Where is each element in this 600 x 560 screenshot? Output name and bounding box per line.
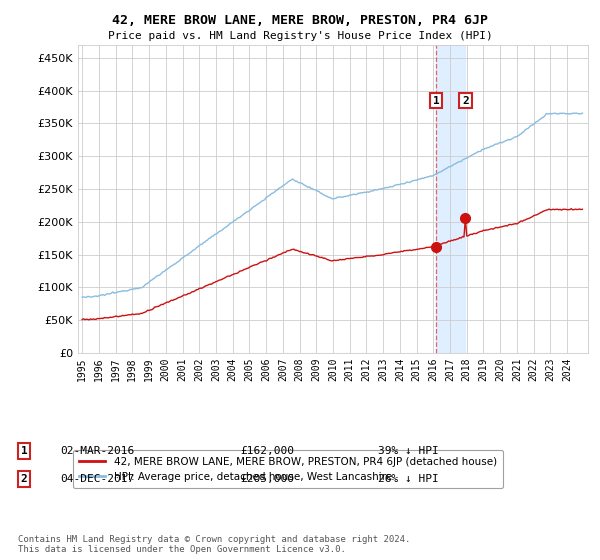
Text: 39% ↓ HPI: 39% ↓ HPI bbox=[378, 446, 439, 456]
Text: Price paid vs. HM Land Registry's House Price Index (HPI): Price paid vs. HM Land Registry's House … bbox=[107, 31, 493, 41]
Text: 1: 1 bbox=[20, 446, 28, 456]
Text: 02-MAR-2016: 02-MAR-2016 bbox=[60, 446, 134, 456]
Text: £162,000: £162,000 bbox=[240, 446, 294, 456]
Text: 1: 1 bbox=[433, 96, 439, 105]
Text: 2: 2 bbox=[20, 474, 28, 484]
Text: 04-DEC-2017: 04-DEC-2017 bbox=[60, 474, 134, 484]
Text: 42, MERE BROW LANE, MERE BROW, PRESTON, PR4 6JP: 42, MERE BROW LANE, MERE BROW, PRESTON, … bbox=[112, 14, 488, 27]
Bar bbox=[436, 45, 466, 353]
Text: £205,000: £205,000 bbox=[240, 474, 294, 484]
Text: Contains HM Land Registry data © Crown copyright and database right 2024.
This d: Contains HM Land Registry data © Crown c… bbox=[18, 535, 410, 554]
Legend: 42, MERE BROW LANE, MERE BROW, PRESTON, PR4 6JP (detached house), HPI: Average p: 42, MERE BROW LANE, MERE BROW, PRESTON, … bbox=[73, 450, 503, 488]
Text: 26% ↓ HPI: 26% ↓ HPI bbox=[378, 474, 439, 484]
Text: 2: 2 bbox=[462, 96, 469, 105]
